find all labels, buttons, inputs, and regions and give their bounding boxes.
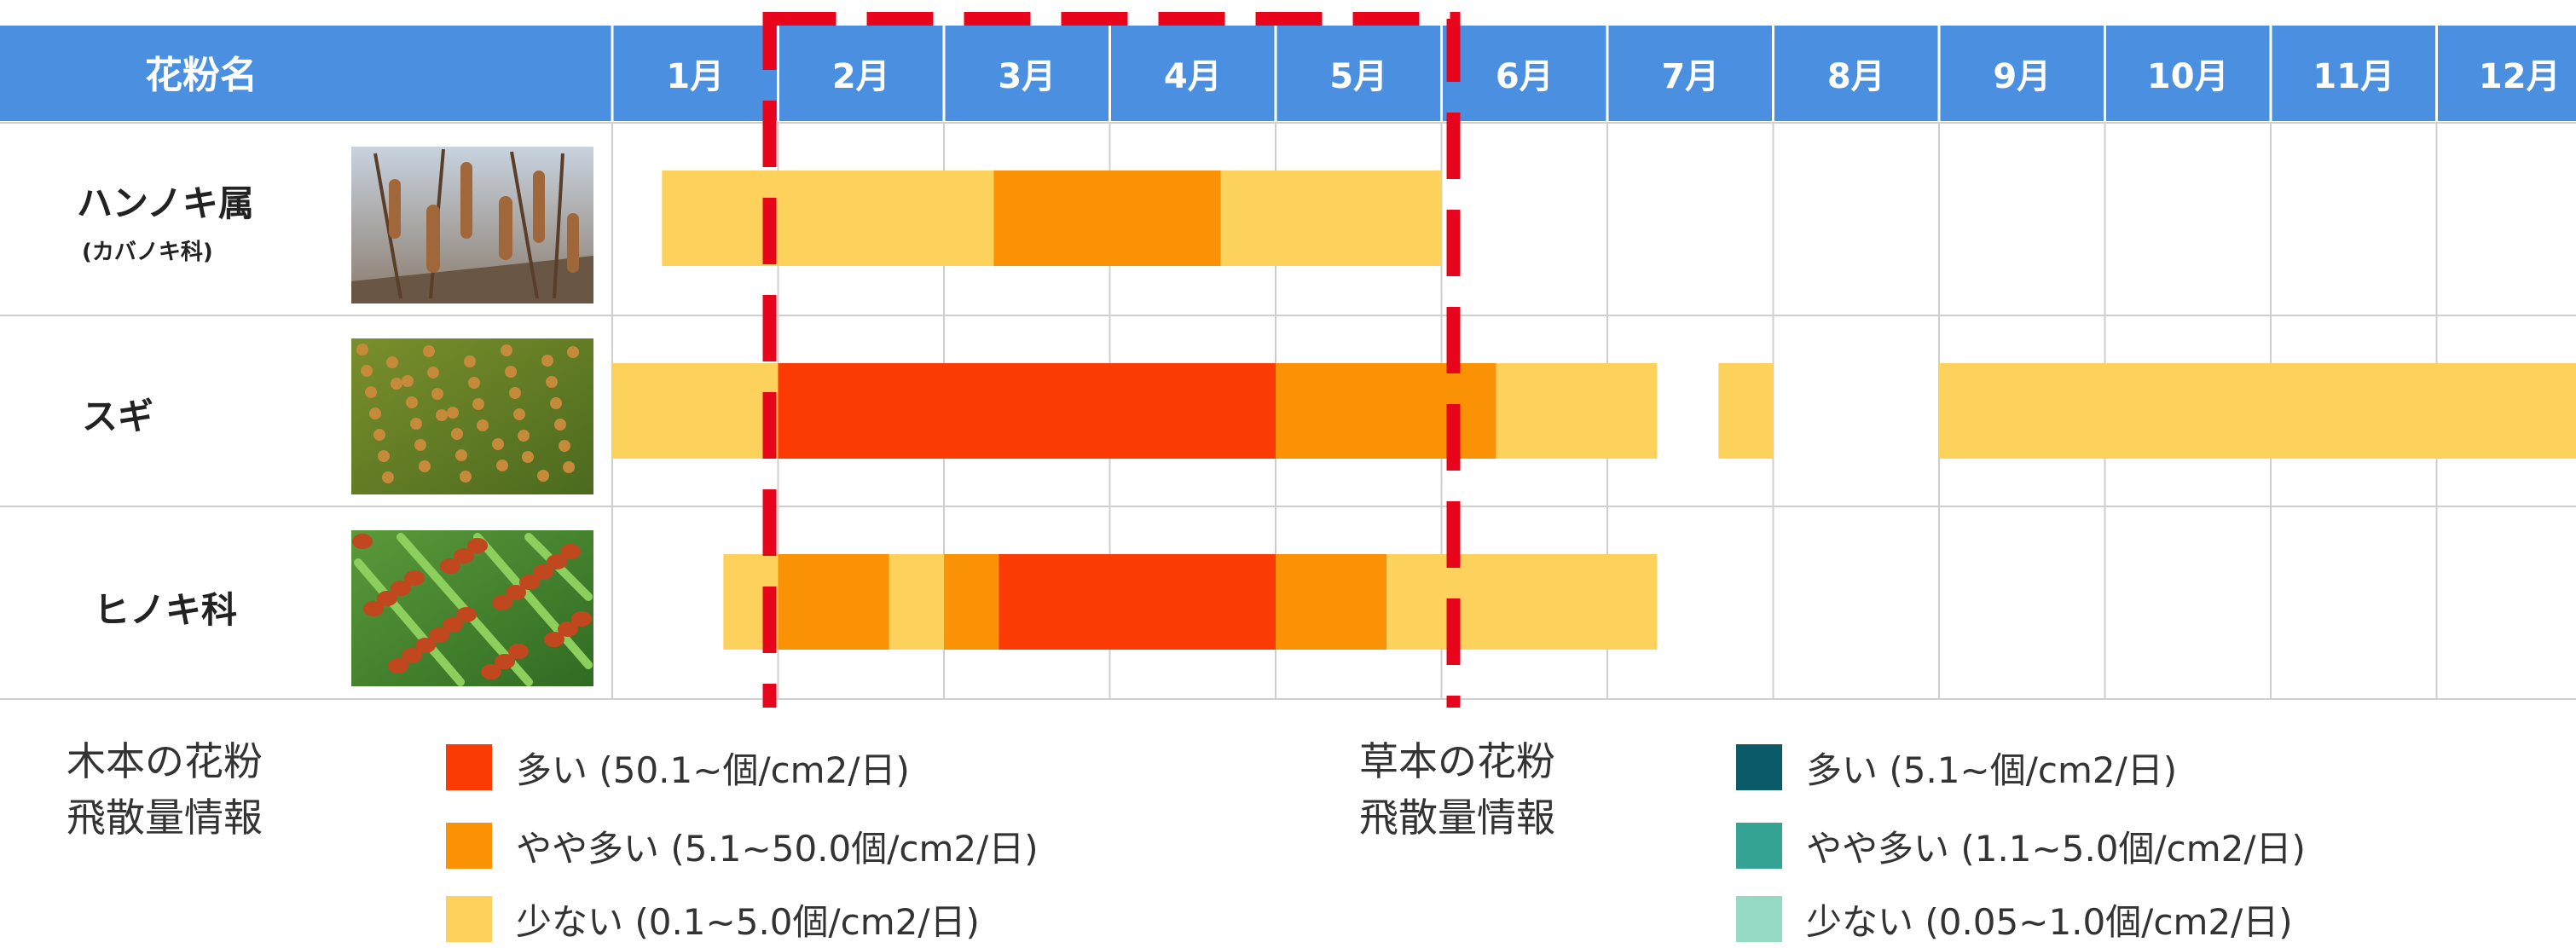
- pollen-bar-low: [612, 363, 779, 459]
- legend-label: 多い (5.1~個/cm2/日): [1806, 749, 2178, 791]
- legend-item-grass-high: 多い (5.1~個/cm2/日): [1736, 742, 2177, 793]
- pollen-bar-low: [662, 171, 994, 266]
- header-band: [0, 26, 2576, 121]
- month-header: 8月: [1827, 57, 1885, 96]
- row-name: スギ: [82, 396, 153, 437]
- legend-item-grass-low: 少ない (0.05~1.0個/cm2/日): [1736, 893, 2293, 945]
- row-label-cedar: スギ: [82, 396, 153, 437]
- pollen-bar-low: [1718, 363, 1774, 459]
- pollen-bar-mid: [993, 171, 1221, 266]
- pollen-bar-mid: [1276, 554, 1387, 650]
- tree-legend-title-line1: 木本の花粉: [67, 738, 263, 784]
- month-header: 5月: [1329, 57, 1387, 96]
- row-label-cypress: ヒノキ科: [94, 589, 237, 631]
- legend-label: 多い (50.1~個/cm2/日): [516, 749, 910, 791]
- legend-item-tree-mid: やや多い (5.1~50.0個/cm2/日): [446, 820, 1039, 871]
- pollen-bar-high: [999, 554, 1276, 650]
- swatch-grass-high: [1736, 744, 1782, 790]
- legend-label: やや多い (1.1~5.0個/cm2/日): [1806, 827, 2306, 870]
- month-header: 6月: [1496, 57, 1554, 96]
- pollen-bar-low: [1939, 363, 2576, 459]
- pollen-bar-high: [778, 363, 1276, 459]
- swatch-grass-low: [1736, 896, 1782, 942]
- month-header: 4月: [1164, 57, 1222, 96]
- legend-label: 少ない (0.05~1.0個/cm2/日): [1806, 900, 2293, 943]
- month-header: 2月: [832, 57, 890, 96]
- highlight-period-box: [762, 12, 1461, 708]
- month-header: 3月: [998, 57, 1056, 96]
- swatch-mid: [446, 823, 492, 869]
- pollen-bar-low: [1220, 171, 1442, 266]
- cypress-photo: [351, 530, 593, 686]
- row-subname: (カバノキ科): [82, 240, 213, 265]
- pollen-bar-low: [1496, 363, 1658, 459]
- pollen-bar-mid: [1276, 363, 1496, 459]
- name-column-header: 花粉名: [145, 54, 258, 97]
- legend-item-grass-mid: やや多い (1.1~5.0個/cm2/日): [1736, 820, 2306, 871]
- month-header: 11月: [2313, 57, 2394, 96]
- pollen-bar-low: [1386, 554, 1658, 650]
- tree-legend-title-line2: 飛散量情報: [67, 795, 263, 841]
- grass-legend-title-line1: 草本の花粉: [1359, 738, 1555, 784]
- legend-item-tree-high: 多い (50.1~個/cm2/日): [446, 742, 910, 793]
- swatch-grass-mid: [1736, 823, 1782, 869]
- grass-legend-title-line2: 飛散量情報: [1359, 795, 1555, 841]
- pollen-bar-low: [889, 554, 944, 650]
- cedar-photo: [351, 338, 593, 494]
- row-label-alder: ハンノキ属 (カバノキ科): [77, 182, 254, 265]
- row-name: ヒノキ科: [94, 589, 237, 631]
- month-header: 10月: [2147, 57, 2229, 96]
- month-header: 7月: [1661, 57, 1719, 96]
- legend-label: やや多い (5.1~50.0個/cm2/日): [516, 827, 1039, 870]
- legend-label: 少ない (0.1~5.0個/cm2/日): [516, 900, 980, 943]
- alder-catkins-photo: [351, 147, 593, 303]
- month-header: 1月: [666, 57, 724, 96]
- row-name: ハンノキ属: [77, 182, 254, 224]
- month-header: 12月: [2479, 57, 2561, 96]
- swatch-high: [446, 744, 492, 790]
- swatch-low: [446, 896, 492, 942]
- legend-item-tree-low: 少ない (0.1~5.0個/cm2/日): [446, 893, 980, 945]
- pollen-bar-mid: [778, 554, 889, 650]
- pollen-bar-mid: [944, 554, 999, 650]
- month-header: 9月: [1993, 57, 2051, 96]
- pollen-calendar-chart: 花粉名 1月 2月 3月 4月 5月 6月 7月 8月 9月 10月 11月 12月 ハンノキ属 (カ…: [0, 12, 2576, 708]
